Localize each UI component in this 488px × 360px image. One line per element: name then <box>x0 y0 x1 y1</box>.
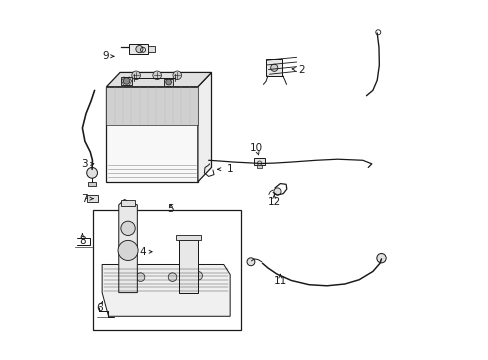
Polygon shape <box>198 72 211 182</box>
Circle shape <box>153 71 161 80</box>
Circle shape <box>270 64 277 71</box>
Circle shape <box>376 253 386 263</box>
Text: 1: 1 <box>226 164 233 174</box>
Text: 7: 7 <box>81 194 88 204</box>
Circle shape <box>165 79 171 85</box>
Circle shape <box>136 273 144 282</box>
Bar <box>93 210 241 330</box>
Text: 3: 3 <box>81 159 88 169</box>
Text: 5: 5 <box>167 204 174 215</box>
Polygon shape <box>102 265 230 316</box>
Circle shape <box>121 221 135 235</box>
Text: 10: 10 <box>249 143 263 153</box>
Circle shape <box>246 258 254 266</box>
Text: 8: 8 <box>79 236 85 246</box>
Circle shape <box>123 78 129 84</box>
Bar <box>163 78 173 86</box>
Circle shape <box>168 273 177 282</box>
Bar <box>121 199 135 206</box>
Bar <box>106 87 198 125</box>
Bar <box>86 195 98 202</box>
Bar <box>106 87 198 182</box>
Circle shape <box>173 71 181 80</box>
Circle shape <box>193 271 202 280</box>
Polygon shape <box>119 199 137 293</box>
Bar <box>147 46 155 52</box>
Text: 6: 6 <box>96 303 102 313</box>
Bar <box>176 235 201 240</box>
Text: 11: 11 <box>273 276 286 286</box>
Circle shape <box>118 240 138 261</box>
Circle shape <box>273 188 281 195</box>
Bar <box>253 158 265 165</box>
Bar <box>128 44 148 54</box>
Circle shape <box>86 167 97 178</box>
Bar <box>121 77 132 85</box>
Text: 9: 9 <box>102 51 109 61</box>
Text: 12: 12 <box>267 197 280 207</box>
Circle shape <box>132 71 140 80</box>
Text: 2: 2 <box>298 64 305 75</box>
Text: 4: 4 <box>139 247 145 257</box>
Bar <box>179 240 198 293</box>
Bar <box>265 59 282 76</box>
Bar <box>88 182 96 186</box>
Bar <box>257 165 261 168</box>
Polygon shape <box>106 72 211 87</box>
Circle shape <box>136 45 142 53</box>
